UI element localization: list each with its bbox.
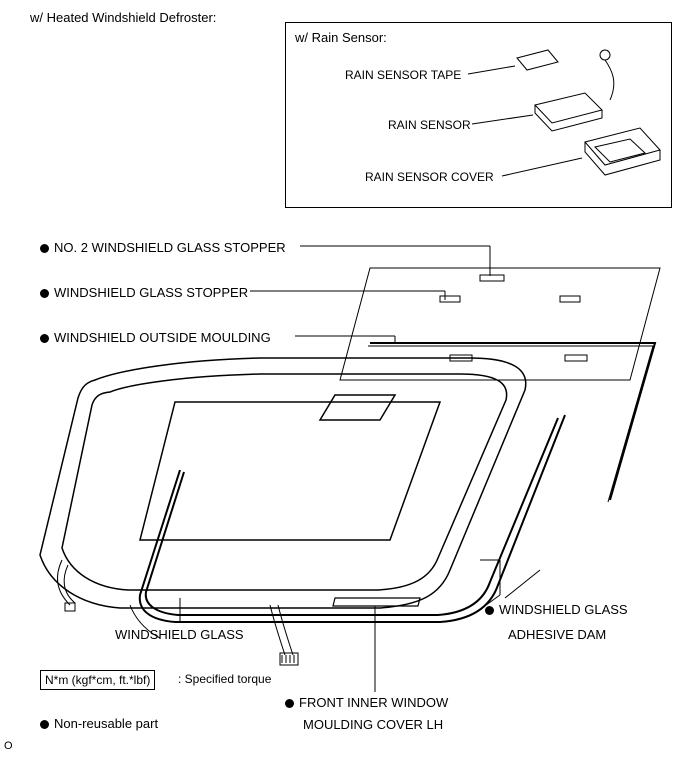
windshield-glass-icon [40,358,526,608]
rain-tape-icon [517,50,558,70]
rain-sensor-icon [535,93,602,123]
diagram-svg [0,0,690,757]
